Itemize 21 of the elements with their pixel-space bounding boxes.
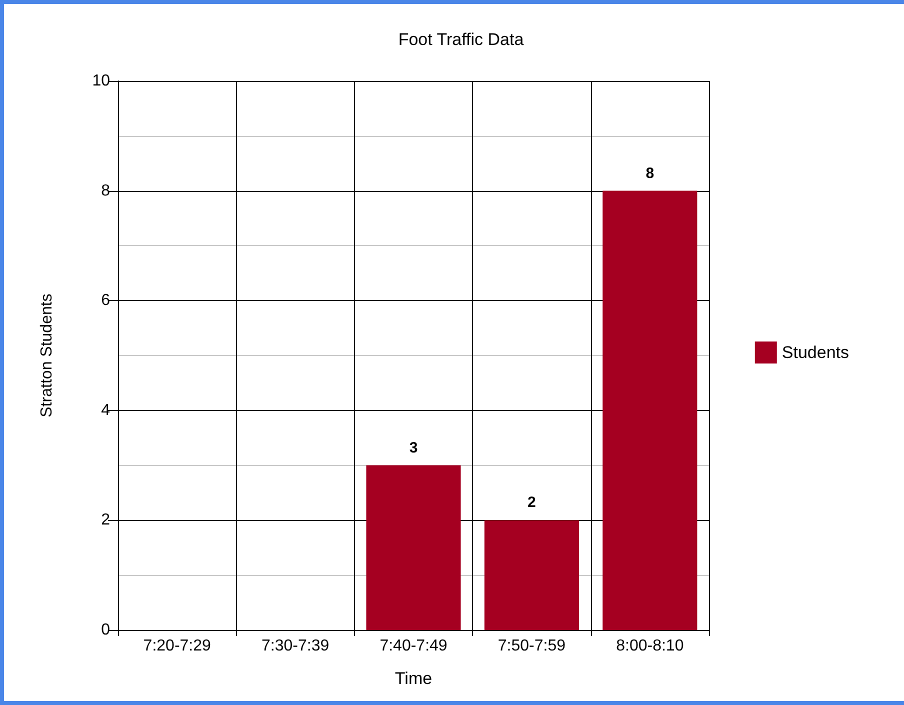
x-tick-label: 7:50-7:59 xyxy=(498,638,566,654)
y-tick-label: 10 xyxy=(92,72,110,90)
data-label: 2 xyxy=(528,494,536,512)
y-tick-label: 2 xyxy=(101,512,110,529)
x-tick-label: 8:00-8:10 xyxy=(616,638,684,654)
x-tick-label: 7:40-7:49 xyxy=(380,638,448,654)
data-label: 8 xyxy=(646,164,654,182)
bar xyxy=(366,465,461,630)
data-label: 3 xyxy=(409,439,418,456)
y-tick-label: 8 xyxy=(101,182,110,200)
x-tick-label: 7:30-7:39 xyxy=(261,638,330,654)
y-tick-label: 6 xyxy=(101,292,110,310)
x-axis-title: Time xyxy=(394,669,432,688)
y-tick-label: 0 xyxy=(101,622,110,638)
x-tick-label: 7:20-7:29 xyxy=(143,638,212,654)
bar xyxy=(484,520,579,630)
chart-title: Foot Traffic Data xyxy=(398,30,524,49)
legend-label: Students xyxy=(782,343,850,362)
bar xyxy=(602,190,698,630)
y-axis-title: Stratton Students xyxy=(38,294,56,418)
y-tick-label: 4 xyxy=(101,402,110,419)
